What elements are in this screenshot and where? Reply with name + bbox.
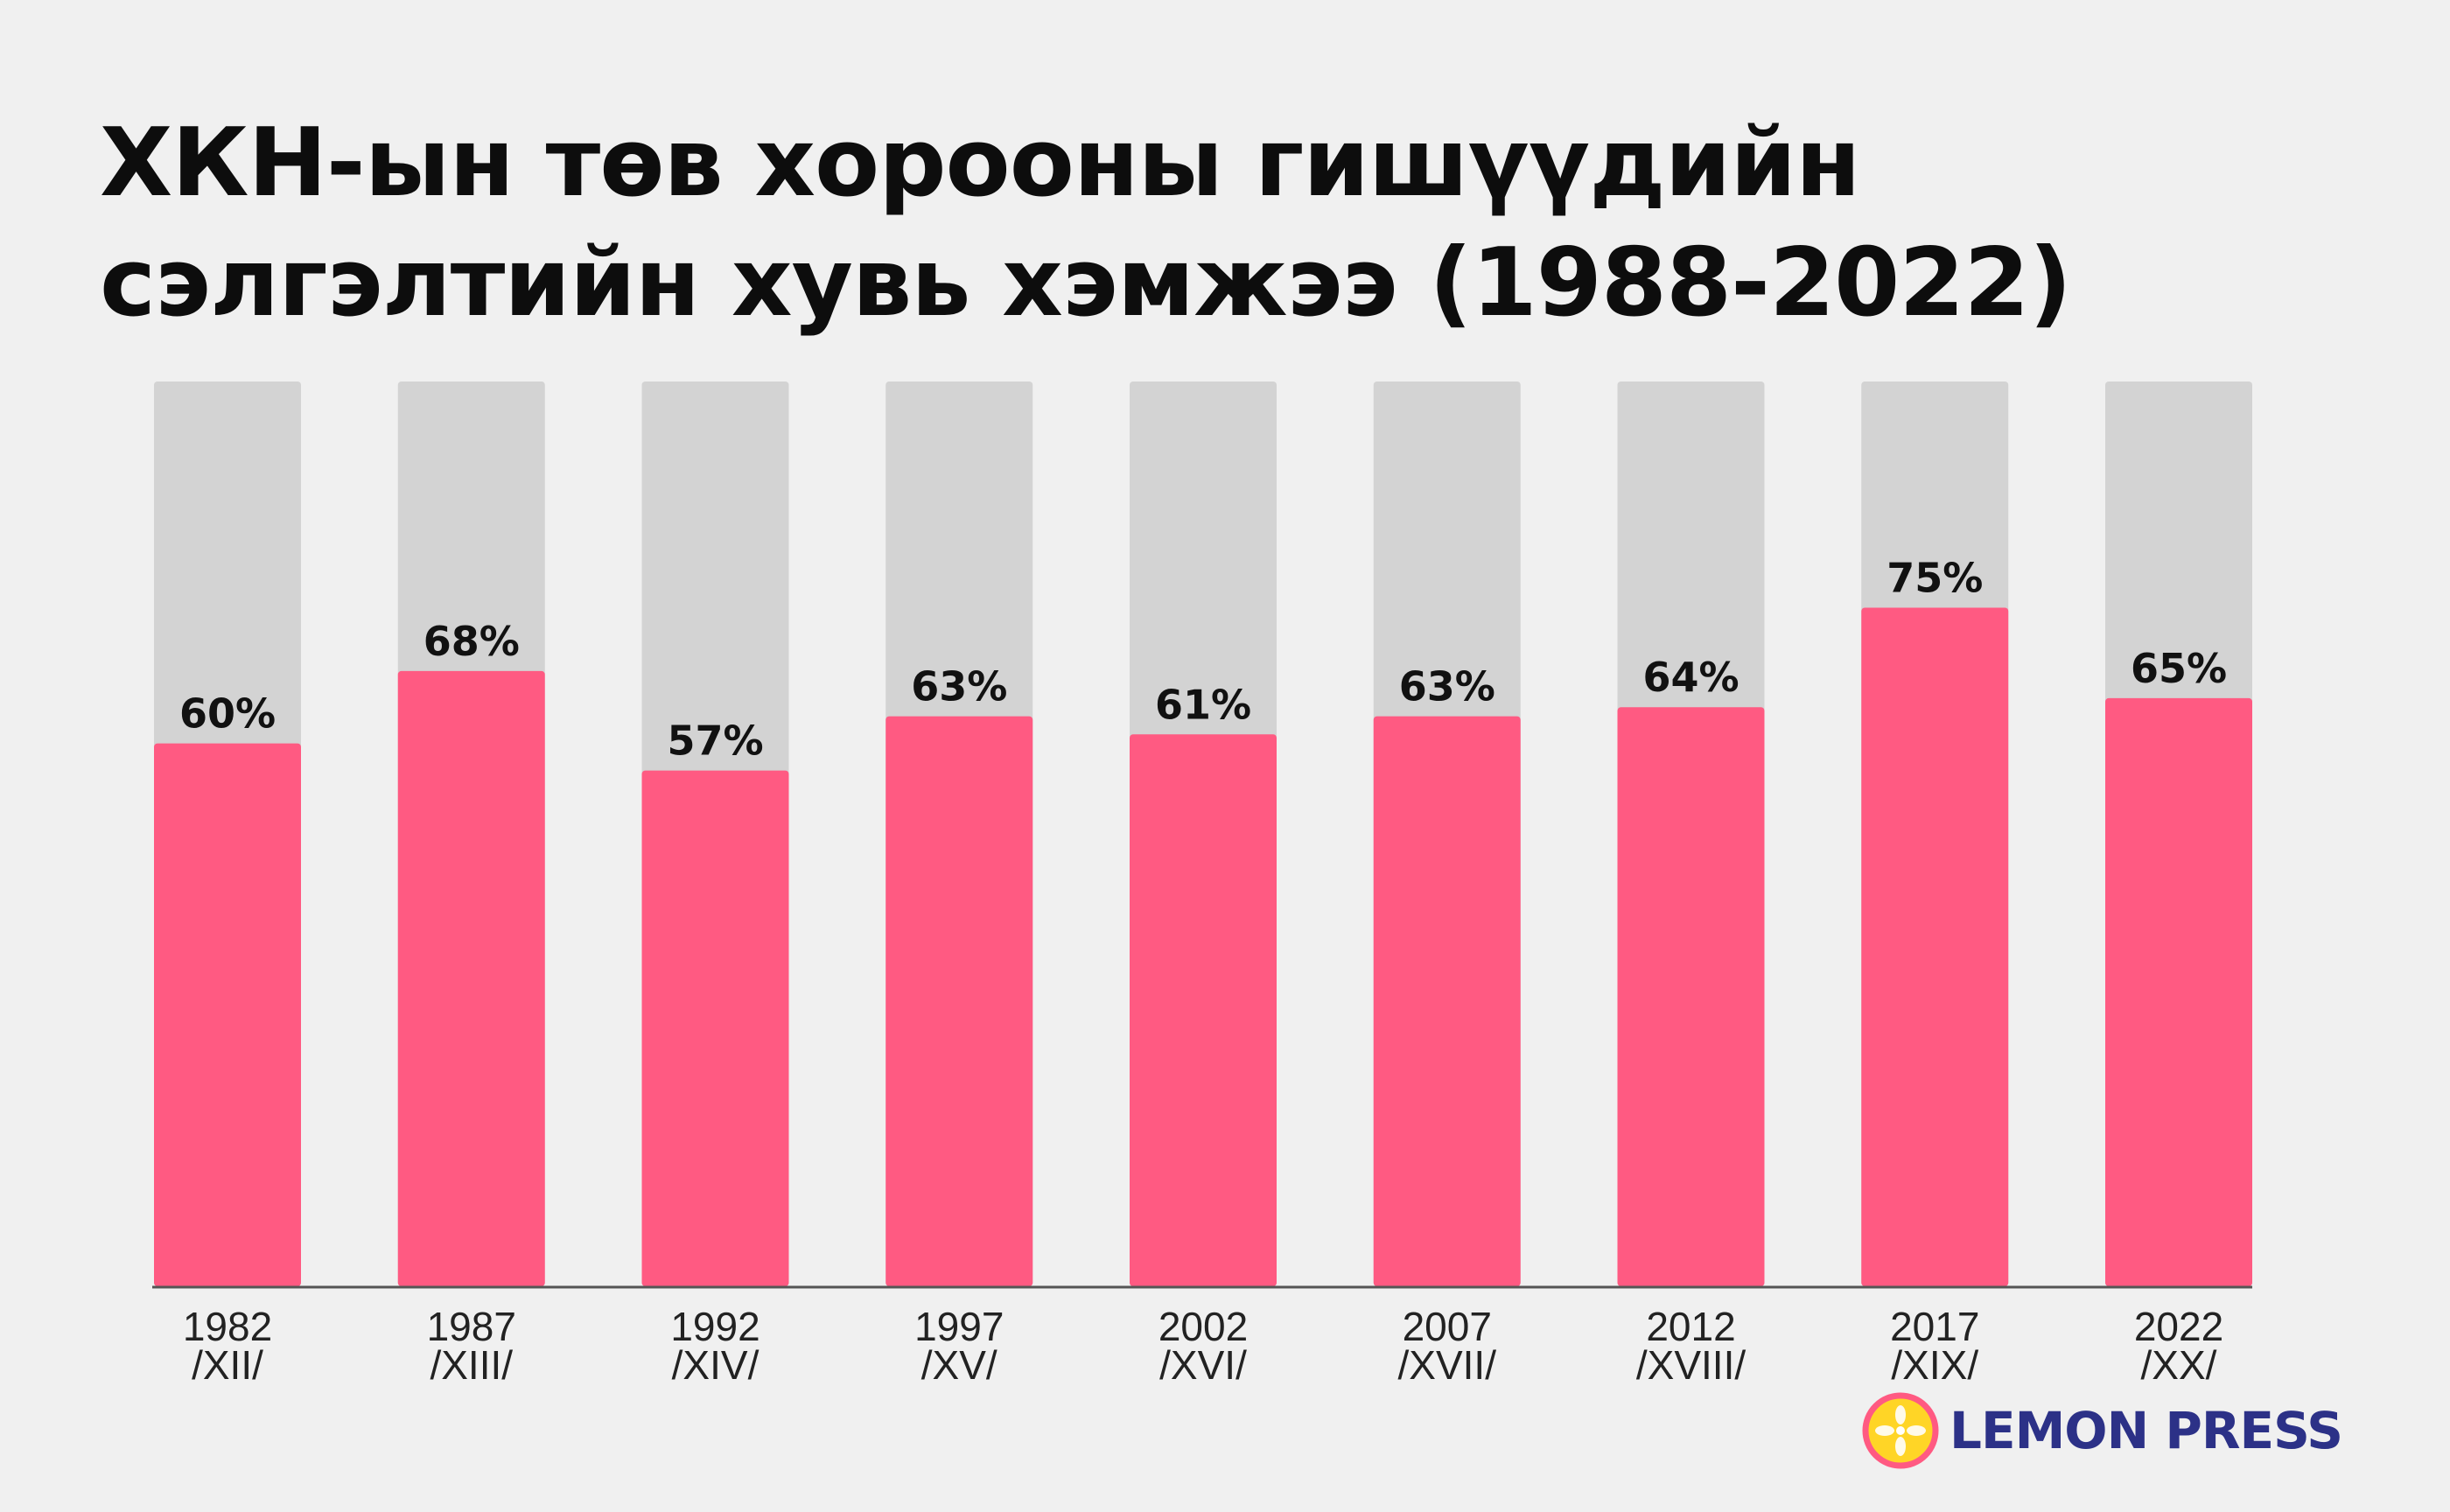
lemon-icon <box>1862 1392 1939 1469</box>
bar-value-label-1992: 57% <box>667 718 763 765</box>
bar-2017 <box>1861 607 2009 1286</box>
bar-value-label-2007: 63% <box>1399 663 1495 710</box>
bar-value-label-2002: 61% <box>1155 681 1251 728</box>
tick-year: 1982 <box>183 1304 272 1349</box>
bar-2022 <box>2105 697 2252 1286</box>
chart-title-line-2: сэлгэлтийн хувь хэмжээ (1988-2022) <box>100 228 2072 338</box>
x-tick-label-2017: 2017/XIX/ <box>1890 1304 1979 1388</box>
x-tick-label-2002: 2002/XVI/ <box>1158 1304 1248 1388</box>
x-tick-label-1982: 1982/XII/ <box>183 1304 272 1388</box>
bar-value-label-1997: 63% <box>911 663 1007 710</box>
x-tick-label-2012: 2012/XVIII/ <box>1636 1304 1746 1388</box>
tick-year: 2002 <box>1158 1304 1248 1349</box>
tick-congress: /XVII/ <box>1398 1342 1497 1388</box>
tick-congress: /XVIII/ <box>1636 1342 1746 1388</box>
value-bars <box>154 607 2252 1286</box>
x-tick-label-1997: 1997/XV/ <box>914 1304 1004 1388</box>
tick-year: 1997 <box>914 1304 1004 1349</box>
tick-year: 2012 <box>1646 1304 1735 1349</box>
x-tick-label-2007: 2007/XVII/ <box>1398 1304 1497 1388</box>
tick-congress: /XIV/ <box>672 1342 760 1388</box>
x-tick-label-2022: 2022/XX/ <box>2134 1304 2223 1388</box>
value-labels: 60% 68% 57% 63% 61% 63% 64% 75% 65% <box>179 555 2227 765</box>
lemon-press-logo: LEMON PRESS <box>1862 1391 2343 1470</box>
tick-year: 2022 <box>2134 1304 2223 1349</box>
tick-congress: /XVI/ <box>1159 1342 1247 1388</box>
logo-text: LEMON PRESS <box>1950 1401 2343 1460</box>
bar-1992 <box>641 770 789 1286</box>
tick-year: 2017 <box>1890 1304 1979 1349</box>
bar-2007 <box>1373 716 1521 1286</box>
tick-congress: /XV/ <box>921 1342 998 1388</box>
bar-value-label-1987: 68% <box>424 618 520 665</box>
chart-title-line-1: ХКН-ын төв хорооны гишүүдийн <box>100 108 1861 218</box>
tick-year: 1987 <box>427 1304 516 1349</box>
chart-title: ХКН-ын төв хорооны гишүүдийн сэлгэлтийн … <box>100 103 2287 343</box>
x-tick-label-1992: 1992/XIV/ <box>670 1304 760 1388</box>
bar-value-label-2017: 75% <box>1886 555 1983 602</box>
bar-1997 <box>886 716 1033 1286</box>
bar-2002 <box>1130 734 1277 1286</box>
tick-year: 1992 <box>670 1304 760 1349</box>
tick-congress: /XII/ <box>192 1342 263 1388</box>
bar-1987 <box>397 670 545 1286</box>
tick-congress: /XIII/ <box>430 1342 513 1388</box>
tick-year: 2007 <box>1403 1304 1492 1349</box>
bar-value-label-2022: 65% <box>2131 645 2227 692</box>
tick-congress: /XX/ <box>2141 1342 2217 1388</box>
x-axis-tick-labels: 1982/XII/1987/XIII/1992/XIV/1997/XV/2002… <box>183 1304 2223 1388</box>
bar-1982 <box>154 743 301 1286</box>
x-tick-label-1987: 1987/XIII/ <box>427 1304 516 1388</box>
bar-value-label-1982: 60% <box>179 690 276 738</box>
bar-2012 <box>1617 707 1765 1286</box>
bar-value-label-2012: 64% <box>1642 654 1739 701</box>
tick-congress: /XIX/ <box>1891 1342 1978 1388</box>
